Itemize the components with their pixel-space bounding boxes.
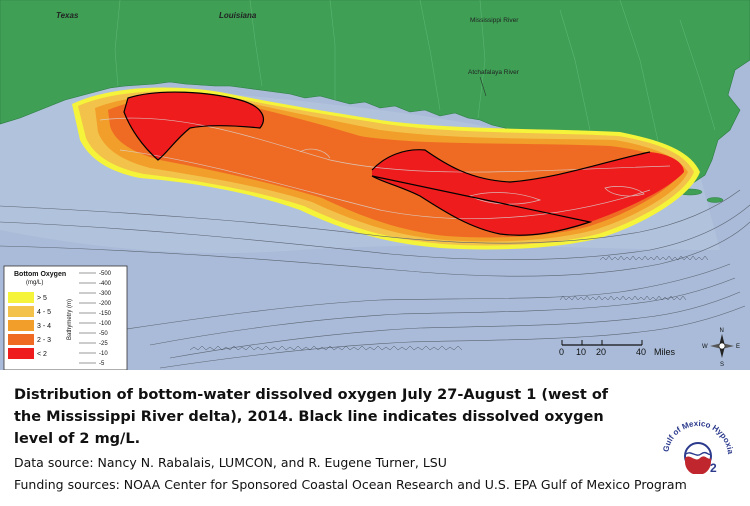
zone-lt2-west — [124, 92, 264, 160]
legend: Bottom Oxygen (mg/L) > 5 4 - 5 3 - 4 2 -… — [3, 265, 128, 370]
scale-unit: Miles — [654, 347, 676, 357]
scale-tick-0: 0 — [559, 347, 564, 357]
compass-n: N — [720, 328, 724, 334]
compass-w: W — [702, 344, 708, 350]
legend-swatch-gt5 — [8, 292, 34, 303]
legend-bathy-400: -400 — [99, 281, 112, 287]
legend-bathy-50: -50 — [99, 331, 108, 337]
funding-source-line: Funding sources: NOAA Center for Sponsor… — [14, 477, 687, 492]
label-texas: Texas — [56, 11, 79, 20]
river-leader-line — [479, 76, 487, 97]
threshold-line-east — [371, 149, 651, 236]
legend-bathy-300: -300 — [99, 291, 112, 297]
legend-title-line1: Bottom Oxygen — [14, 271, 66, 278]
logo-subscript: 2 — [710, 461, 717, 474]
land-detail-lines — [114, 0, 716, 151]
legend-bathymetry-title: Bathymetry (m) — [67, 299, 73, 340]
legend-swatch-2to3 — [8, 334, 34, 345]
legend-bathy-25: -25 — [99, 341, 108, 347]
legend-bathy-500: -500 — [99, 271, 112, 277]
legend-swatch-4to5 — [8, 306, 34, 317]
legend-label-lt2: < 2 — [37, 351, 47, 358]
scale-tick-10: 10 — [576, 347, 586, 357]
compass-rose: N S E W — [702, 328, 740, 368]
label-louisiana: Louisiana — [219, 11, 257, 20]
zone-contours — [99, 117, 671, 219]
threshold-line-west — [123, 91, 264, 161]
legend-label-gt5: > 5 — [37, 295, 47, 302]
logo-wave — [685, 456, 711, 474]
scale-tick-20: 20 — [596, 347, 606, 357]
gulf-hypoxia-logo: Gulf of Mexico Hypoxia 2 — [661, 419, 735, 474]
scale-bar: 0 10 20 40 Miles — [559, 340, 676, 357]
legend-bathy-5: -5 — [99, 361, 105, 367]
legend-bathy-150: -150 — [99, 311, 112, 317]
legend-title-line2: (mg/L) — [26, 280, 43, 286]
figure-caption: Distribution of bottom-water dissolved o… — [14, 387, 609, 447]
compass-e: E — [736, 344, 740, 350]
bathymetry-texture — [189, 255, 709, 351]
data-source-line: Data source: Nancy N. Rabalais, LUMCON, … — [14, 455, 447, 470]
legend-swatch-lt2 — [8, 348, 34, 359]
oxygen-zones — [72, 87, 700, 250]
bathymetry-contours — [0, 189, 750, 369]
label-atchafalaya-river: Atchafalaya River — [468, 69, 520, 76]
legend-bathy-200: -200 — [99, 301, 112, 307]
legend-swatch-3to4 — [8, 320, 34, 331]
compass-s: S — [720, 362, 724, 368]
legend-bathy-100: -100 — [99, 321, 112, 327]
legend-bathy-10: -10 — [99, 351, 108, 357]
legend-label-4to5: 4 - 5 — [37, 309, 51, 316]
legend-label-2to3: 2 - 3 — [37, 337, 51, 344]
label-mississippi-river: Mississippi River — [470, 17, 519, 24]
legend-bathymetry-lines — [79, 272, 96, 364]
scale-tick-40: 40 — [636, 347, 646, 357]
hypoxia-map: Texas Louisiana Mississippi River Atchaf… — [0, 0, 750, 370]
legend-label-3to4: 3 - 4 — [37, 323, 51, 330]
